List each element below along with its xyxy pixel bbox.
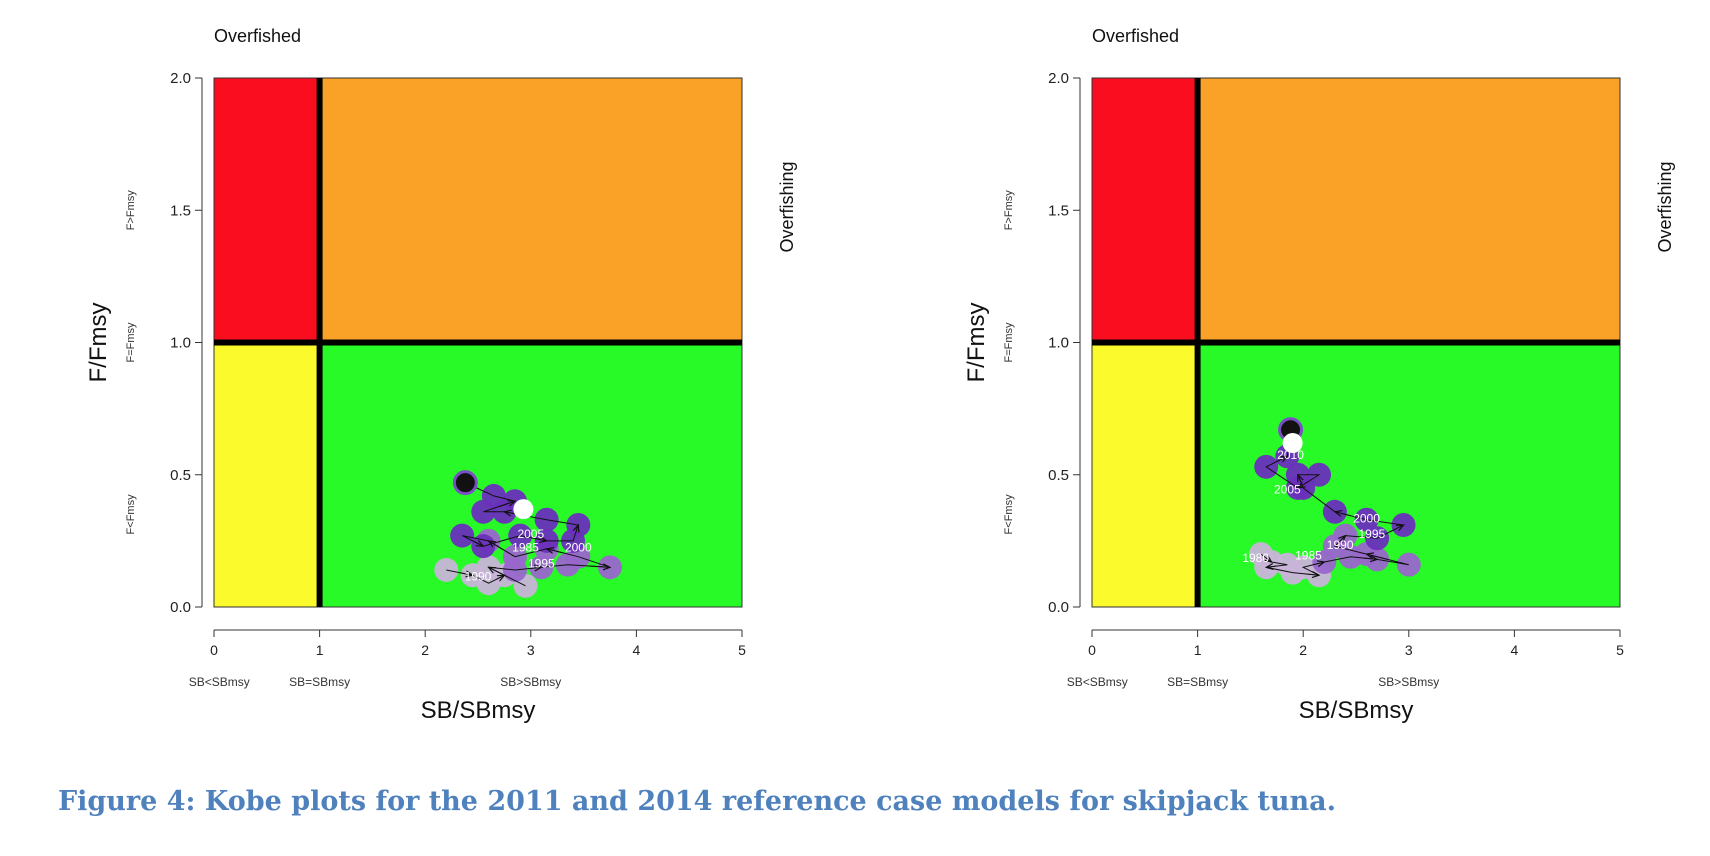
y-tick-label: 0.0 — [170, 599, 191, 616]
end-point-marker — [513, 499, 534, 520]
x-region-label: SB=SBmsy — [1167, 675, 1228, 689]
x-tick-label: 3 — [1405, 642, 1413, 658]
x-axis-title: SB/SBmsy — [1299, 697, 1414, 724]
year-label: 2005 — [1274, 482, 1301, 496]
x-tick-label: 5 — [1616, 642, 1624, 658]
trajectory-arrow — [496, 575, 504, 579]
year-label: 1995 — [1358, 527, 1385, 541]
y-tick-label: 0.5 — [170, 467, 191, 484]
year-label: 2000 — [1353, 511, 1380, 525]
trajectory-arrow — [1266, 558, 1271, 562]
x-region-label: SB=SBmsy — [289, 675, 350, 689]
trajectory-arrow — [1335, 512, 1351, 516]
y-tick-label: 2.0 — [1048, 70, 1069, 87]
quadrant-overfished — [1092, 342, 1198, 607]
year-label: 1985 — [1295, 548, 1322, 562]
trajectory-arrow — [533, 538, 546, 541]
figure-caption: Figure 4: Kobe plots for the 2011 and 20… — [58, 786, 1337, 817]
trajectory-arrow — [1266, 566, 1277, 567]
x-axis-title: SB/SBmsy — [421, 697, 536, 724]
end-point-marker — [1282, 433, 1303, 454]
year-label: 1995 — [528, 556, 555, 570]
kobe-plot-2014: 0.0 0.5 1.0 1.5 2.0 0 1 2 3 4 5 SB<SBmsy SB=SBmsy SB>… — [963, 26, 1675, 724]
quadrant-overfishing — [319, 78, 742, 343]
trajectory-arrow — [489, 541, 503, 550]
trajectory-arrow — [576, 525, 579, 534]
trajectory-arrow — [1313, 562, 1325, 565]
trajectory-arrow — [459, 573, 473, 576]
x-tick-label: 3 — [527, 642, 535, 658]
x-region-label: SB<SBmsy — [189, 675, 250, 689]
year-label: 1985 — [512, 540, 539, 554]
y-region-label: F=Fmsy — [125, 322, 137, 363]
start-point-marker — [452, 470, 478, 496]
y-tick-label: 0.5 — [1048, 467, 1069, 484]
x-tick-label: 4 — [633, 642, 641, 658]
x-tick-label: 0 — [1088, 642, 1096, 658]
trajectory-arrow — [588, 566, 610, 567]
kobe-plot-2011: 0.0 0.5 1.0 1.5 2.0 0 1 2 3 4 5 SB<SBmsy SB=SBmsy SB>… — [85, 26, 797, 724]
y-tick-label: 1.5 — [1048, 202, 1069, 219]
trajectory-arrow — [1390, 525, 1403, 533]
quadrant-overfished-overfishing — [214, 78, 320, 343]
x-tick-label: 1 — [316, 642, 324, 658]
year-label: 1980 — [1242, 551, 1269, 565]
y-region-label: F>Fmsy — [125, 190, 137, 231]
x-tick-label: 1 — [1194, 642, 1202, 658]
trajectory-arrow — [498, 501, 515, 507]
trajectory-arrow — [1340, 536, 1345, 541]
year-label: 1990 — [465, 570, 492, 584]
y-axis-title: F/Fmsy — [85, 303, 112, 383]
y-region-label: F<Fmsy — [1003, 494, 1015, 535]
year-label: 2000 — [565, 540, 592, 554]
quadrant-overfishing — [1197, 78, 1620, 343]
x-tick-label: 4 — [1511, 642, 1519, 658]
trajectory-arrow — [1276, 456, 1288, 461]
x-tick-label: 2 — [1299, 642, 1307, 658]
trajectory-arrow — [1298, 480, 1309, 488]
overfished-label: Overfished — [214, 26, 301, 46]
y-tick-label: 2.0 — [170, 70, 191, 87]
y-tick-label: 1.5 — [170, 202, 191, 219]
trajectory-arrow — [1305, 574, 1319, 575]
y-axis-title: F/Fmsy — [963, 303, 990, 383]
x-region-label: SB>SBmsy — [500, 675, 561, 689]
trajectory-arrow — [547, 549, 563, 553]
x-region-label: SB<SBmsy — [1067, 675, 1128, 689]
y-region-label: F=Fmsy — [1003, 322, 1015, 363]
overfished-label: Overfished — [1092, 26, 1179, 46]
trajectory-arrow — [472, 541, 484, 546]
x-region-label: SB>SBmsy — [1378, 675, 1439, 689]
year-label: 2005 — [517, 527, 544, 541]
overfishing-label: Overfishing — [777, 161, 797, 252]
x-tick-label: 2 — [421, 642, 429, 658]
y-region-label: F>Fmsy — [1003, 190, 1015, 231]
trajectory-arrow — [489, 567, 508, 578]
overfishing-label: Overfishing — [1655, 161, 1675, 252]
trajectory-arrow — [528, 567, 541, 568]
year-label: 1990 — [1327, 538, 1354, 552]
x-tick-label: 0 — [210, 642, 218, 658]
trajectory-arrow — [1298, 475, 1301, 482]
quadrant-overfished-overfishing — [1092, 78, 1198, 343]
quadrant-overfished — [214, 342, 320, 607]
y-tick-label: 1.0 — [1048, 335, 1069, 352]
trajectory-line — [1260, 429, 1409, 576]
y-tick-label: 1.0 — [170, 335, 191, 352]
trajectory-arrow — [1367, 554, 1388, 560]
y-region-label: F<Fmsy — [125, 494, 137, 535]
y-tick-label: 0.0 — [1048, 599, 1069, 616]
x-tick-label: 5 — [738, 642, 746, 658]
